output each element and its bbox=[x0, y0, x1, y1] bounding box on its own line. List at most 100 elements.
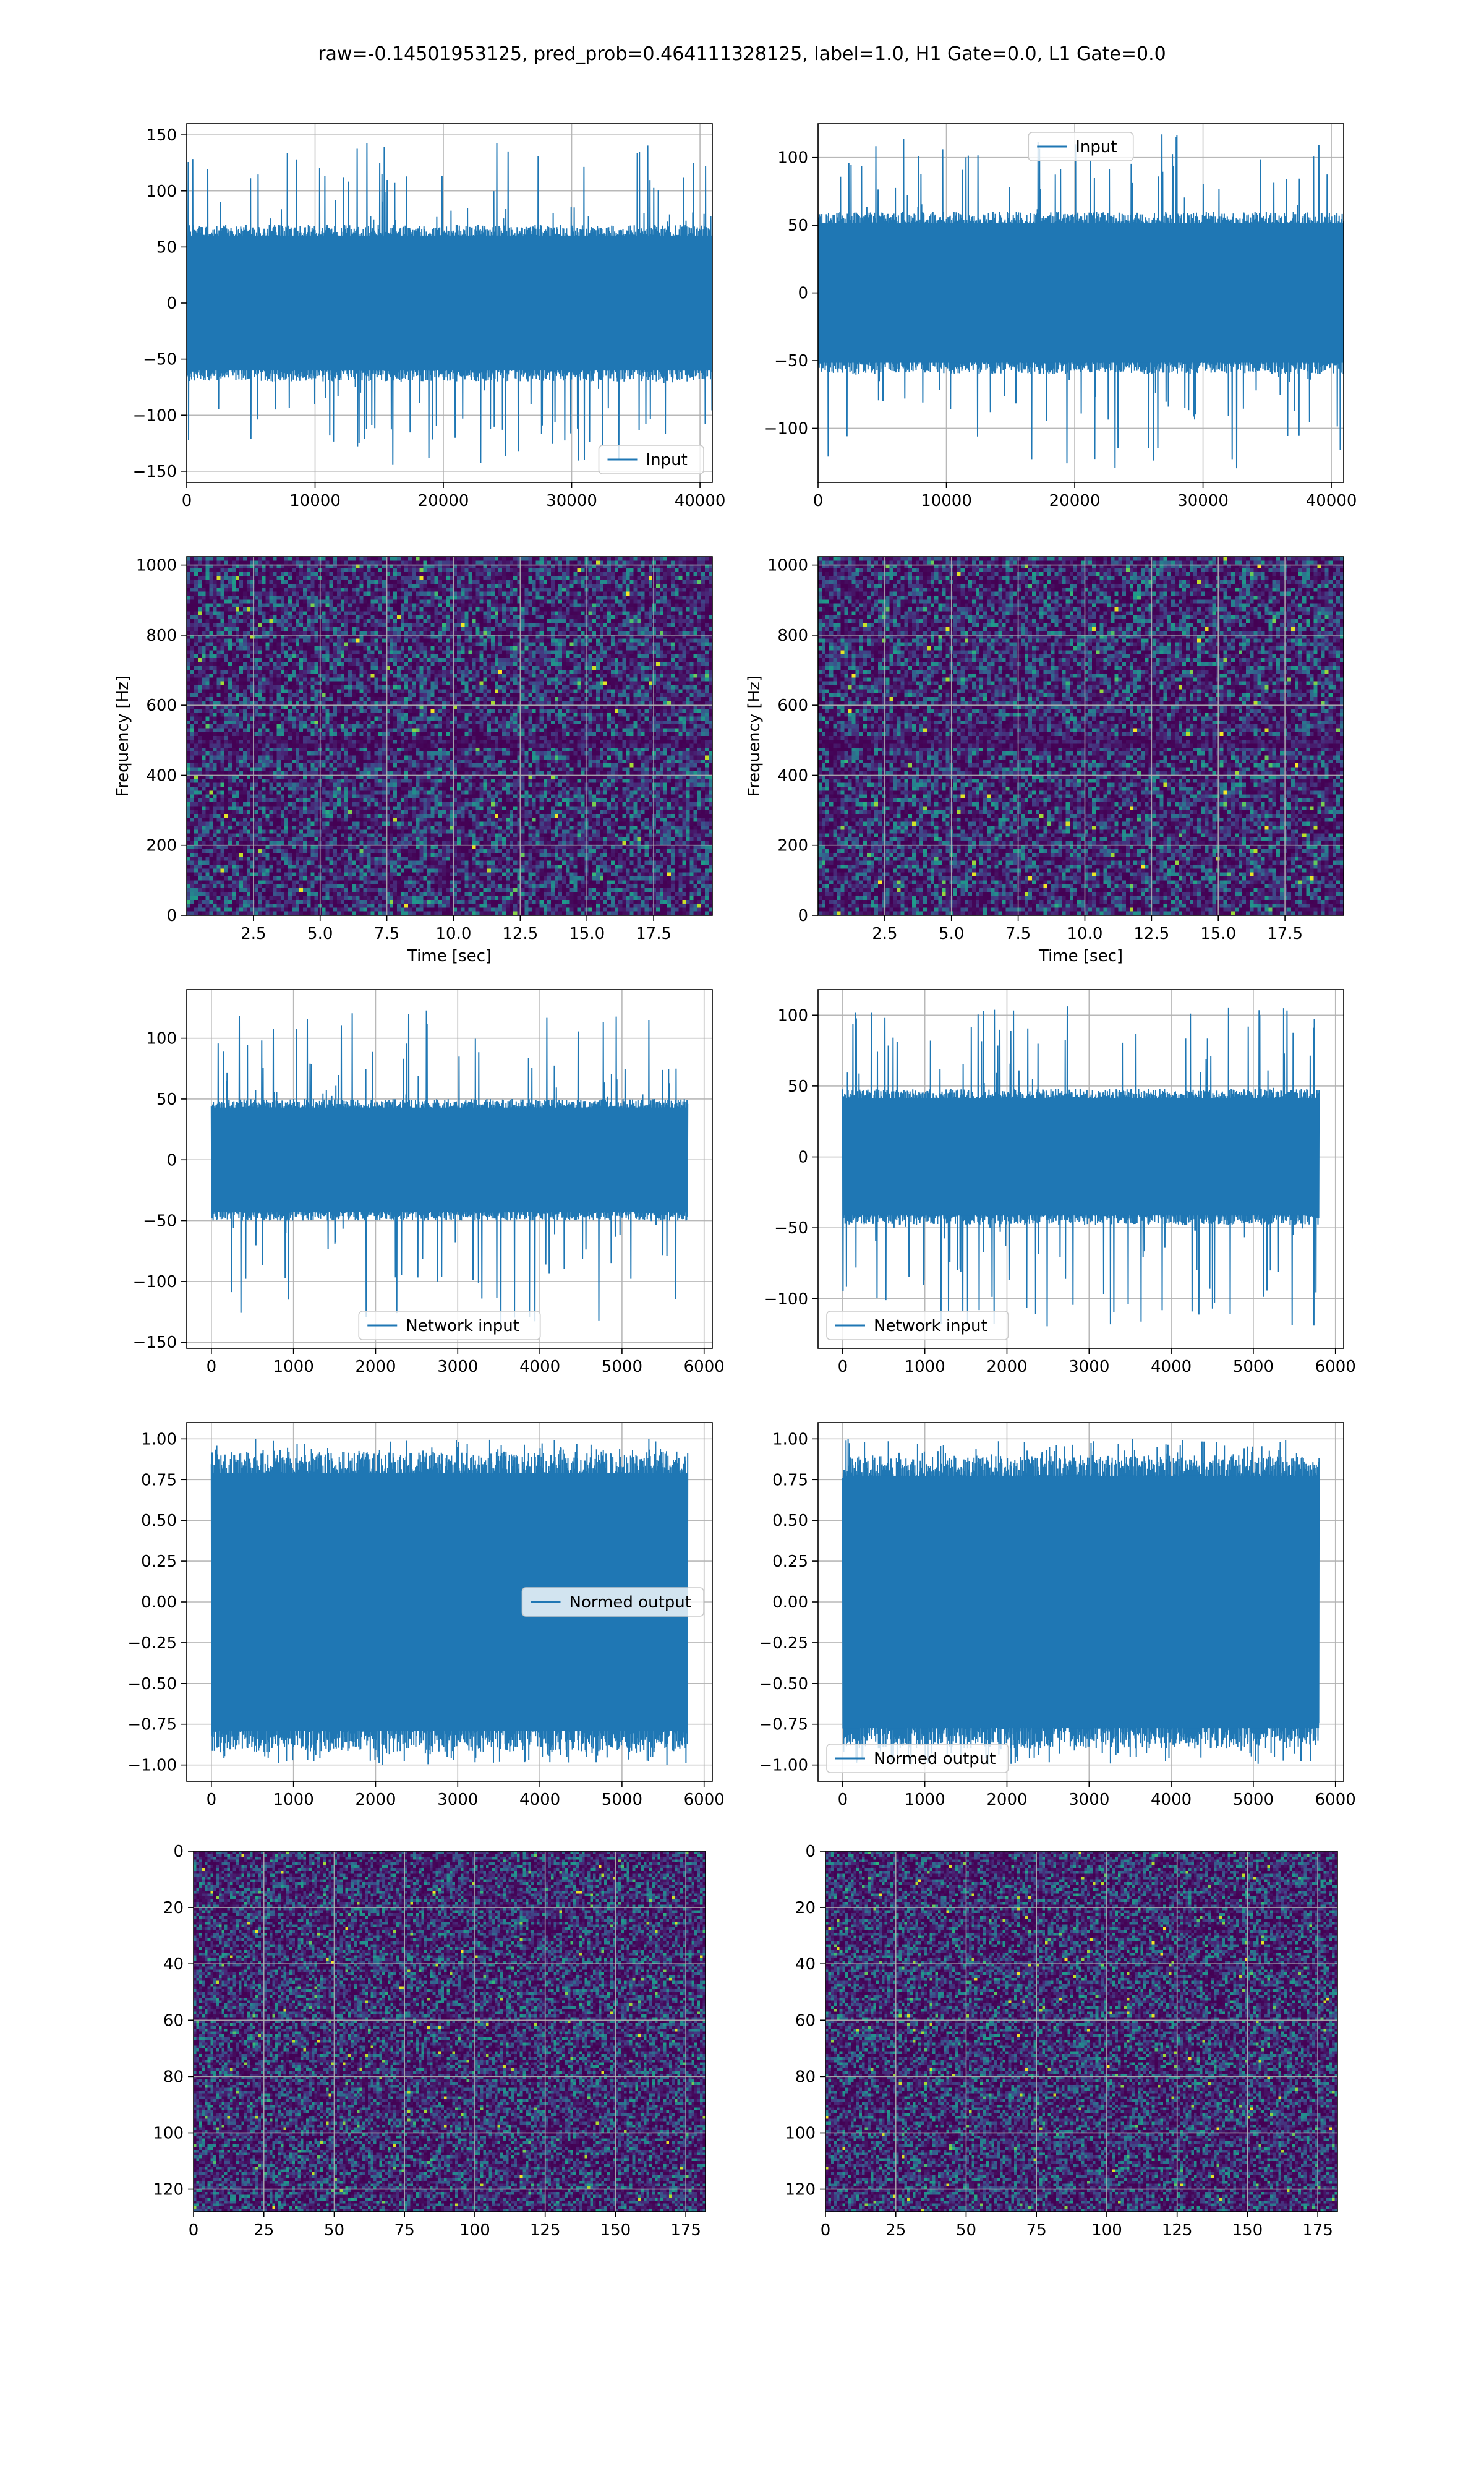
x-tick-label: 10.0 bbox=[436, 925, 472, 943]
x-tick-label: 25 bbox=[885, 2221, 906, 2240]
x-tick-label: 12.5 bbox=[1133, 925, 1169, 943]
x-tick-label: 6000 bbox=[684, 1791, 725, 1809]
y-tick-label: 20 bbox=[795, 1899, 816, 1917]
y-tick-label: −0.75 bbox=[127, 1716, 177, 1734]
x-tick-label: 0 bbox=[189, 2221, 199, 2240]
x-tick-label: 17.5 bbox=[636, 925, 672, 943]
y-tick-label: 0 bbox=[166, 294, 177, 313]
x-tick-label: 4000 bbox=[1151, 1791, 1192, 1809]
y-tick-label: 0.25 bbox=[141, 1552, 177, 1571]
y-tick-label: −100 bbox=[133, 1273, 177, 1291]
x-tick-label: 10000 bbox=[921, 492, 972, 510]
x-tick-label: 100 bbox=[459, 2221, 490, 2240]
legend-box bbox=[826, 1744, 1009, 1773]
y-tick-label: −100 bbox=[764, 419, 808, 438]
y-tick-label: 20 bbox=[163, 1899, 184, 1917]
y-tick-label: −50 bbox=[143, 351, 177, 369]
legend: Network input bbox=[358, 1311, 541, 1340]
panel-h1-image: 0 25 50 75 100 125 150 175 0 20 40 60 80 100 120 bbox=[153, 1843, 706, 2240]
x-tick-label: 4000 bbox=[519, 1791, 560, 1809]
x-tick-label: 12.5 bbox=[502, 925, 538, 943]
x-tick-label: 5000 bbox=[1233, 1791, 1274, 1809]
y-tick-label: −1.00 bbox=[127, 1757, 177, 1775]
y-tick-label: −50 bbox=[774, 1219, 808, 1238]
y-tick-label: −50 bbox=[143, 1212, 177, 1231]
y-tick-label: 60 bbox=[163, 2011, 184, 2030]
x-tick-label: 75 bbox=[394, 2221, 415, 2240]
x-tick-label: 30000 bbox=[1177, 492, 1229, 510]
x-tick-label: 175 bbox=[1302, 2221, 1333, 2240]
x-tick-label: 40000 bbox=[675, 492, 726, 510]
plot-area bbox=[187, 557, 712, 915]
y-tick-label: 50 bbox=[788, 216, 808, 235]
heatmap-image bbox=[825, 1851, 1337, 2212]
x-tick-label: 5000 bbox=[1233, 1358, 1274, 1376]
heatmap-image bbox=[194, 1851, 706, 2212]
axes-frame bbox=[817, 989, 1344, 1349]
plot-area bbox=[818, 1423, 1344, 1781]
y-tick-label: 800 bbox=[777, 627, 808, 645]
legend-box bbox=[1028, 132, 1134, 161]
y-tick-label: 120 bbox=[785, 2181, 816, 2199]
x-tick-label: 4000 bbox=[519, 1358, 560, 1376]
y-tick-label: 60 bbox=[795, 2011, 816, 2030]
panel-l1-image: 0 25 50 75 100 125 150 175 0 20 40 60 80 100 120 bbox=[785, 1843, 1338, 2240]
plot-area bbox=[818, 124, 1344, 482]
y-tick-label: 0.00 bbox=[141, 1593, 177, 1612]
x-tick-label: 2000 bbox=[986, 1358, 1027, 1376]
y-tick-label: 800 bbox=[146, 627, 177, 645]
legend: Normed output bbox=[521, 1587, 704, 1617]
y-tick-label: 100 bbox=[777, 149, 808, 168]
legend: Normed output bbox=[826, 1744, 1009, 1773]
y-tick-label: −0.75 bbox=[759, 1716, 808, 1734]
x-tick-label: 17.5 bbox=[1267, 925, 1303, 943]
x-tick-label: 1000 bbox=[273, 1791, 314, 1809]
x-tick-label: 10.0 bbox=[1067, 925, 1103, 943]
y-tick-label: 80 bbox=[795, 2068, 816, 2086]
x-tick-label: 3000 bbox=[437, 1358, 478, 1376]
y-tick-label: 0 bbox=[798, 1149, 808, 1167]
plot-area bbox=[187, 124, 712, 482]
x-tick-label: 50 bbox=[956, 2221, 976, 2240]
y-tick-label: −0.25 bbox=[759, 1634, 808, 1653]
y-tick-label: 0.75 bbox=[141, 1471, 177, 1489]
legend-label: Normed output bbox=[874, 1750, 996, 1768]
y-tick-label: 1.00 bbox=[772, 1430, 808, 1449]
y-axis-label: Frequency [Hz] bbox=[745, 675, 764, 797]
y-tick-label: 0 bbox=[166, 1151, 177, 1170]
x-tick-label: 0 bbox=[207, 1791, 217, 1809]
x-axis-label: Time [sec] bbox=[1038, 947, 1123, 965]
plot-area bbox=[818, 990, 1344, 1348]
x-tick-label: 0 bbox=[838, 1791, 848, 1809]
legend: Input bbox=[598, 445, 704, 474]
y-tick-label: −150 bbox=[133, 463, 177, 481]
x-tick-label: 6000 bbox=[1315, 1791, 1356, 1809]
x-tick-label: 175 bbox=[670, 2221, 701, 2240]
legend-label: Network input bbox=[874, 1317, 987, 1335]
x-tick-label: 15.0 bbox=[569, 925, 605, 943]
y-tick-label: 400 bbox=[777, 766, 808, 785]
x-tick-label: 0 bbox=[182, 492, 192, 510]
axes-frame bbox=[825, 1851, 1338, 2212]
y-tick-label: 0.00 bbox=[772, 1593, 808, 1612]
legend: Network input bbox=[826, 1311, 1009, 1340]
axes-frame bbox=[186, 556, 713, 916]
legend-label: Network input bbox=[406, 1317, 519, 1335]
legend-box bbox=[521, 1587, 704, 1617]
y-tick-label: 1.00 bbox=[141, 1430, 177, 1449]
panel-h1-input: 0 10000 20000 30000 40000 −150 −100 −50 0 50 100 15… bbox=[133, 123, 726, 510]
x-tick-label: 6000 bbox=[684, 1358, 725, 1376]
x-tick-label: 5.0 bbox=[939, 925, 964, 943]
y-tick-label: −1.00 bbox=[759, 1757, 808, 1775]
x-tick-label: 2.5 bbox=[241, 925, 266, 943]
y-tick-label: 1000 bbox=[767, 557, 808, 575]
y-tick-label: 40 bbox=[795, 1955, 816, 1974]
x-tick-label: 10000 bbox=[289, 492, 341, 510]
x-tick-label: 50 bbox=[324, 2221, 344, 2240]
y-tick-label: −100 bbox=[133, 406, 177, 425]
panel-l1-input: 0 10000 20000 30000 40000 −100 −50 0 50 100 Input bbox=[764, 123, 1357, 510]
y-axis-label: Frequency [Hz] bbox=[114, 675, 132, 797]
series-envelope bbox=[842, 1098, 1320, 1216]
y-tick-label: −0.50 bbox=[127, 1675, 177, 1693]
x-tick-label: 30000 bbox=[546, 492, 597, 510]
